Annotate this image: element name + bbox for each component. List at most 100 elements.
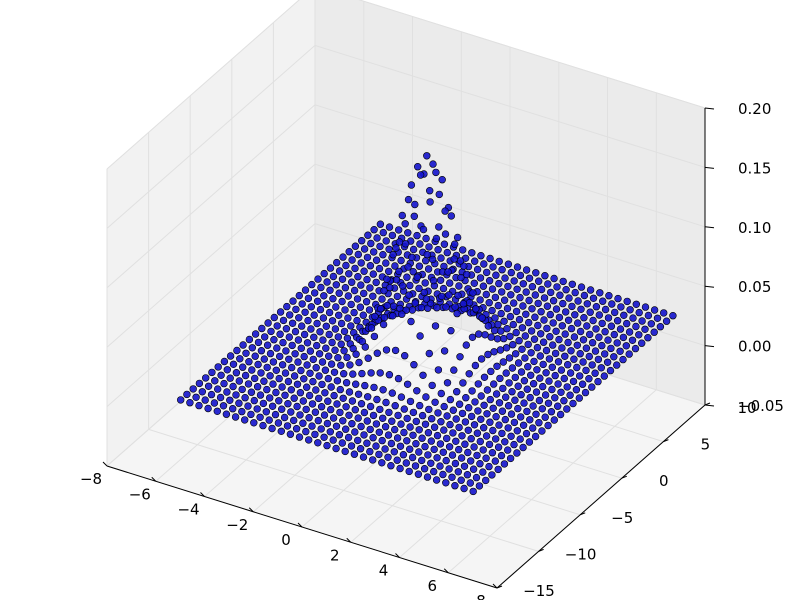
scatter-point <box>345 411 353 419</box>
scatter-point <box>394 411 402 420</box>
scatter-point <box>554 358 563 366</box>
scatter-point <box>354 390 363 398</box>
scatter-point <box>360 267 368 275</box>
scatter-point <box>311 430 319 439</box>
scatter-point <box>545 377 553 385</box>
scatter-point <box>382 346 391 354</box>
scatter-point <box>479 282 488 290</box>
scatter-point <box>450 366 458 374</box>
scatter-point <box>354 436 362 445</box>
scatter-point <box>275 374 283 383</box>
scatter-point <box>471 257 479 265</box>
scatter-point <box>298 300 306 308</box>
scatter-point <box>358 237 366 245</box>
scatter-point <box>396 442 405 450</box>
scatter-point <box>352 350 360 358</box>
scatter-point <box>596 289 604 297</box>
scatter-point <box>550 274 558 283</box>
scatter-point <box>319 336 327 344</box>
scatter-point <box>472 305 480 313</box>
scatter-point <box>501 438 509 446</box>
scatter-point <box>375 428 383 436</box>
scatter-point <box>357 400 366 408</box>
scatter-point <box>495 257 503 266</box>
scatter-point <box>535 396 544 405</box>
scatter-point <box>316 328 324 336</box>
scatter-point <box>604 314 613 322</box>
scatter-point <box>470 443 478 451</box>
scatter-point <box>455 445 463 454</box>
scatter-point <box>625 350 633 358</box>
scatter-point <box>414 470 423 478</box>
scatter-point <box>393 434 402 442</box>
scatter-point <box>314 439 322 447</box>
scatter-point <box>455 423 463 432</box>
scatter-point <box>445 443 454 451</box>
scatter-point <box>391 346 400 355</box>
scatter-point <box>238 407 246 416</box>
scatter-point <box>320 411 329 419</box>
scatter-point <box>421 279 429 287</box>
scatter-point <box>277 427 285 435</box>
scatter-point <box>562 286 570 294</box>
scatter-point <box>480 373 489 381</box>
scatter-point <box>589 294 598 302</box>
scatter-point <box>473 429 482 437</box>
tick-labels: −8 −6 −4 −2 0 2 4 6 8 −15 −10 −5 0 5 10−0.05 0.00 0.05 0.… <box>80 100 784 600</box>
scatter-point <box>327 383 335 391</box>
scatter-point <box>305 391 314 400</box>
scatter-point <box>260 377 268 385</box>
x-tick-mark <box>395 553 400 558</box>
scatter-point <box>543 302 552 310</box>
scatter-point <box>582 344 591 352</box>
scatter-point <box>452 437 460 445</box>
scatter-point <box>382 259 390 267</box>
scatter-point <box>379 414 387 422</box>
scatter-point <box>232 369 241 377</box>
scatter-point <box>395 267 403 276</box>
scatter-point <box>641 325 649 333</box>
scatter-point <box>577 283 586 291</box>
scatter-point <box>549 297 558 305</box>
scatter-point <box>381 445 389 453</box>
scatter-point <box>415 262 424 270</box>
scatter-point <box>364 231 372 239</box>
scatter-point <box>405 467 413 476</box>
scatter-point <box>388 389 396 397</box>
scatter-point <box>450 255 458 263</box>
scatter-point <box>304 316 312 325</box>
scatter-point <box>254 338 263 347</box>
scatter-point <box>610 330 618 339</box>
scatter-point <box>284 400 292 408</box>
scatter-point <box>490 348 498 356</box>
scatter-point <box>508 388 516 396</box>
scatter-point <box>306 369 314 377</box>
y-tick-label: 10 <box>737 399 756 417</box>
scatter-point <box>223 366 232 374</box>
scatter-point <box>288 319 297 327</box>
scatter-point <box>379 228 387 237</box>
scatter-point <box>551 349 560 358</box>
scatter-point <box>505 354 514 362</box>
scatter-point <box>220 379 228 388</box>
scatter-point <box>524 363 532 371</box>
scatter-point <box>270 336 278 344</box>
scatter-point <box>459 379 467 387</box>
scatter-point <box>347 322 355 330</box>
scatter-point <box>378 459 386 467</box>
scatter-point <box>631 344 640 353</box>
scatter-point <box>465 404 473 412</box>
scatter-point <box>542 346 551 355</box>
scatter-point <box>299 419 307 427</box>
scatter-point <box>460 462 469 470</box>
scatter-point <box>482 432 491 440</box>
y-tick-label: −5 <box>611 509 633 527</box>
scatter-point <box>577 305 585 313</box>
scatter-point <box>465 370 473 378</box>
scatter-point <box>229 360 238 368</box>
scatter-point <box>526 416 534 424</box>
scatter-point <box>579 336 588 344</box>
scatter-point <box>585 330 594 339</box>
scatter-point <box>303 361 311 369</box>
scatter-point <box>474 407 482 415</box>
